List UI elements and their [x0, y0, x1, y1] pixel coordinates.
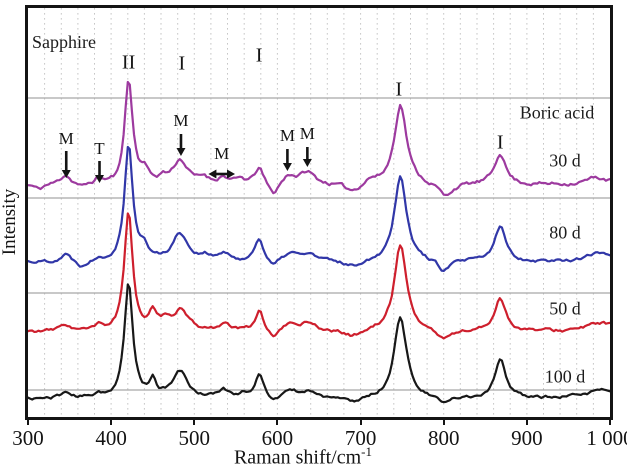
down-arrow-icon — [95, 161, 105, 183]
down-arrow-icon — [61, 151, 71, 178]
peak-label-i-1: I — [178, 52, 186, 75]
x-tickmark — [442, 419, 445, 425]
mode-label-m-2: M — [173, 111, 189, 130]
mode-label-t-1: T — [94, 139, 105, 158]
x-axis-label-exponent: -1 — [361, 444, 373, 459]
mode-label-m-5: M — [299, 124, 315, 143]
x-tickmark — [359, 419, 362, 425]
boric-acid-label: Boric acid — [519, 102, 595, 123]
mode-label-m-0: M — [58, 129, 74, 148]
double-arrow-icon — [208, 169, 236, 179]
curve-label-50-d: 50 d — [549, 298, 581, 319]
down-arrow-icon — [282, 149, 292, 171]
curve-label-100-d: 100 d — [544, 366, 586, 387]
sapphire-label: Sapphire — [32, 32, 96, 52]
curve-label-80-d: 80 d — [549, 222, 581, 243]
spectrum-curve-100-d — [28, 283, 610, 404]
y-axis-label: Intensity — [0, 188, 20, 256]
mode-label-m-4: M — [279, 126, 295, 145]
x-tickmark — [609, 419, 611, 425]
peak-label-i-3: I — [395, 78, 403, 101]
down-arrow-icon — [176, 134, 186, 156]
x-tickmark — [276, 419, 279, 425]
down-arrow-icon — [302, 147, 312, 167]
x-tickmark — [193, 419, 196, 425]
peak-label-i-4: I — [496, 131, 504, 154]
mode-label-m-3: M — [214, 144, 230, 163]
x-tickmark — [110, 419, 113, 425]
x-axis-label: Raman shift/cm-1 — [0, 444, 606, 469]
x-tickmark — [525, 419, 528, 425]
spectra-canvas — [28, 8, 610, 417]
plot-area: Sapphire Boric acid II I I I I M T M M M M 30 d 80 d… — [28, 8, 610, 417]
peak-label-i-2: I — [255, 44, 263, 67]
spectrum-curve-50-d — [28, 212, 610, 340]
x-axis-label-text: Raman shift/cm — [233, 446, 362, 469]
spectrum-curve-30-d — [28, 80, 610, 196]
spectrum-curve-80-d — [28, 145, 610, 272]
peak-label-ii-0: II — [121, 51, 136, 74]
curve-label-30-d: 30 d — [549, 150, 581, 171]
x-tickmark — [27, 419, 29, 425]
